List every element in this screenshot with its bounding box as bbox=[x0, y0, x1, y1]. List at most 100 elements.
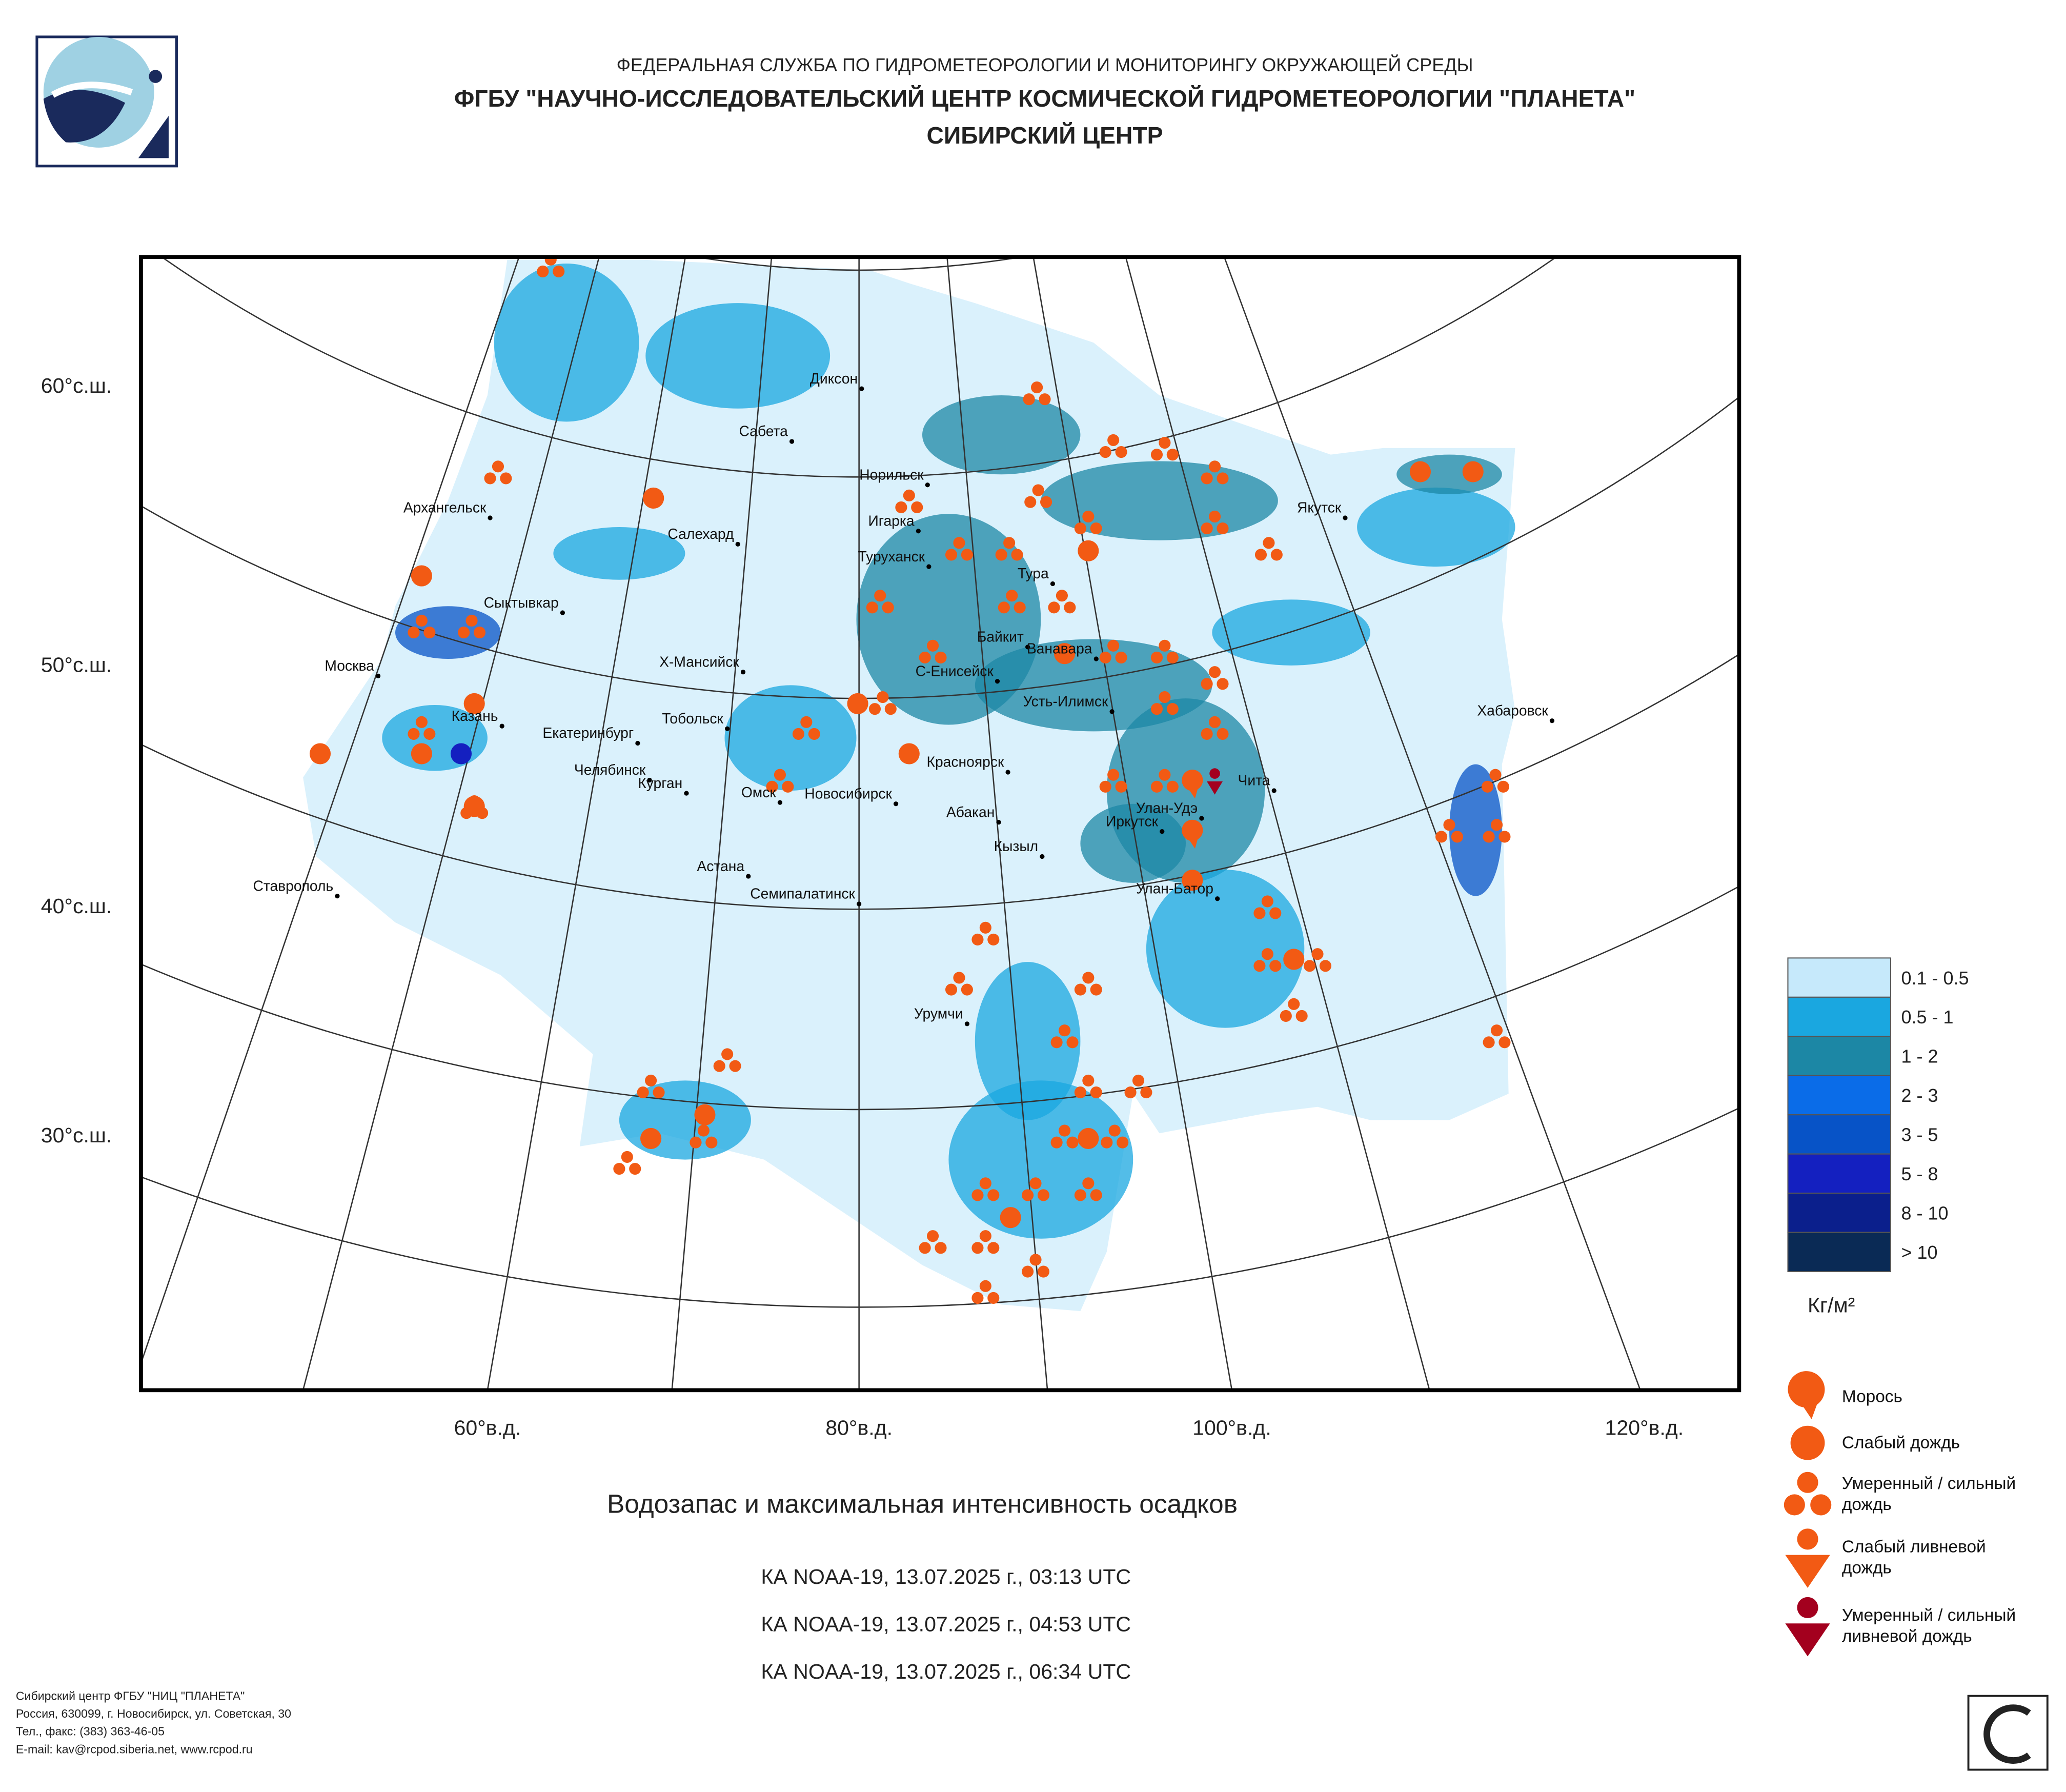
footer-line: Россия, 630099, г. Новосибирск, ул. Сове… bbox=[16, 1707, 291, 1720]
logo bbox=[35, 35, 178, 168]
moderate-rain-symbol bbox=[1090, 1086, 1102, 1099]
moderate-rain-symbol bbox=[1022, 1265, 1034, 1278]
city-dot bbox=[684, 791, 689, 796]
moderate-rain-symbol bbox=[1490, 819, 1503, 831]
precip-patch bbox=[645, 303, 831, 409]
moderate-rain-symbol bbox=[911, 501, 923, 514]
meridian-line bbox=[487, 257, 686, 1391]
map-title: Водозапас и максимальная интенсивность о… bbox=[607, 1488, 1238, 1518]
city-dot bbox=[735, 541, 740, 547]
moderate-rain-symbol bbox=[792, 728, 804, 740]
moderate-rain-symbol bbox=[1066, 1136, 1079, 1149]
moderate-rain-symbol bbox=[1280, 1010, 1292, 1022]
moderate-rain-symbol bbox=[465, 614, 478, 627]
city-label: Челябинск bbox=[574, 761, 646, 778]
city-label: Ставрополь bbox=[253, 877, 333, 894]
light-rain-symbol bbox=[463, 796, 485, 817]
moderate-rain-symbol bbox=[1311, 948, 1324, 960]
moderate-rain-symbol bbox=[987, 933, 1000, 945]
moderate-rain-symbol bbox=[945, 549, 958, 561]
moderate-rain-symbol bbox=[1014, 601, 1026, 614]
city-label: Хабаровск bbox=[1477, 702, 1548, 719]
moderate-rain-symbol bbox=[1124, 1086, 1137, 1099]
moderate-rain-symbol bbox=[1435, 831, 1448, 843]
moderate-rain-symbol bbox=[1082, 1074, 1095, 1086]
moderate-rain-symbol bbox=[1217, 472, 1229, 485]
moderate-rain-symbol bbox=[971, 1242, 984, 1254]
city-label: Урумчи bbox=[914, 1005, 963, 1022]
city-dot bbox=[725, 726, 730, 731]
moderate-rain-symbol bbox=[690, 1136, 702, 1149]
city-label: Байкит bbox=[977, 629, 1024, 645]
moderate-rain-symbol bbox=[961, 549, 973, 561]
legend-shower-icon bbox=[1785, 1623, 1830, 1657]
moderate-rain-symbol bbox=[423, 728, 436, 740]
moderate-rain-symbol bbox=[987, 1292, 1000, 1304]
moderate-rain-symbol bbox=[1498, 1036, 1511, 1049]
city-label: Тура bbox=[1018, 565, 1049, 581]
moderate-rain-symbol bbox=[1023, 393, 1035, 406]
city-dot bbox=[1005, 770, 1010, 775]
moderate-rain-symbol bbox=[484, 472, 496, 485]
moderate-rain-symbol bbox=[1090, 522, 1102, 535]
city-dot bbox=[857, 901, 862, 907]
map-frame bbox=[139, 255, 1741, 1393]
city-dot bbox=[647, 777, 652, 783]
city-label: Игарка bbox=[868, 512, 914, 529]
moderate-rain-symbol bbox=[1483, 831, 1495, 843]
moderate-rain-symbol bbox=[979, 1177, 991, 1190]
latitude-label: 30°с.ш. bbox=[41, 1123, 112, 1147]
moderate-rain-symbol bbox=[1159, 436, 1171, 449]
light-rain-symbol bbox=[1054, 643, 1076, 665]
moderate-rain-symbol bbox=[721, 1048, 734, 1060]
moderate-rain-symbol bbox=[1099, 651, 1111, 663]
moderate-rain-symbol bbox=[1003, 537, 1016, 549]
moderate-rain-symbol bbox=[1166, 703, 1179, 715]
moderate-rain-symbol bbox=[998, 601, 1010, 614]
city-label: Омск bbox=[741, 784, 777, 800]
city-label: Диксон bbox=[810, 370, 858, 387]
drizzle-symbol bbox=[1182, 819, 1203, 849]
precip-patch bbox=[724, 685, 857, 791]
moderate-rain-symbol bbox=[1108, 1124, 1121, 1137]
moderate-rain-symbol bbox=[774, 769, 786, 781]
moderate-rain-symbol bbox=[926, 639, 939, 652]
moderate-rain-symbol bbox=[866, 601, 878, 614]
moderate-rain-symbol bbox=[1107, 434, 1120, 446]
legend-light-shower-icon bbox=[1785, 1555, 1830, 1588]
light-rain-symbol bbox=[1000, 1207, 1021, 1229]
moderate-rain-symbol bbox=[868, 703, 881, 715]
moderate-rain-symbol bbox=[1082, 1177, 1095, 1190]
drizzle-symbol bbox=[1182, 770, 1203, 799]
precip-patch bbox=[1357, 487, 1515, 567]
city-dot bbox=[560, 610, 565, 615]
moderate-rain-symbol bbox=[1058, 1024, 1071, 1037]
precip-patch bbox=[975, 962, 1081, 1120]
moderate-rain-symbol bbox=[1217, 678, 1229, 690]
shower-symbol bbox=[1209, 768, 1220, 779]
moderate-rain-symbol bbox=[1217, 728, 1229, 740]
moderate-rain-symbol bbox=[1029, 1254, 1042, 1266]
latitude-label: 60°с.ш. bbox=[41, 374, 112, 397]
moderate-rain-symbol bbox=[1115, 446, 1127, 458]
legend-symbol-label: Умеренный / сильный дождь bbox=[1841, 1473, 2016, 1514]
city-dot bbox=[488, 515, 493, 520]
moderate-rain-symbol bbox=[882, 601, 894, 614]
legend-unit: Кг/м² bbox=[1808, 1294, 1855, 1317]
meridian-line bbox=[946, 257, 1048, 1391]
city-label: Иркутск bbox=[1106, 813, 1159, 829]
moderate-rain-symbol bbox=[500, 472, 512, 485]
moderate-rain-symbol bbox=[935, 651, 947, 663]
city-label: Х-Мансийск bbox=[659, 653, 739, 670]
legend-drizzle-icon bbox=[1788, 1371, 1825, 1419]
moderate-rain-symbol bbox=[653, 1086, 665, 1099]
moderate-rain-symbol bbox=[919, 1242, 931, 1254]
moderate-rain-symbol bbox=[458, 627, 470, 639]
precip-patch bbox=[922, 395, 1081, 475]
city-label: Казань bbox=[452, 708, 498, 724]
moderate-rain-symbol bbox=[953, 972, 965, 984]
city-dot bbox=[859, 386, 864, 391]
moderate-rain-symbol bbox=[766, 780, 778, 793]
